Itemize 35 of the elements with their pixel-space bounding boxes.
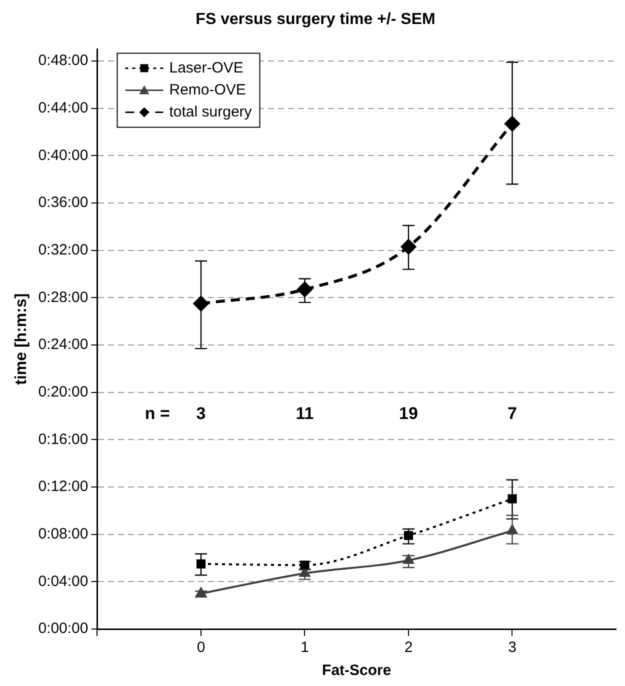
- legend-label: total surgery: [169, 103, 252, 120]
- x-tick-label: 2: [404, 639, 413, 656]
- y-tick-label: 0:12:00: [38, 478, 88, 496]
- y-tick-label: 0:04:00: [38, 572, 88, 590]
- y-tick-label: 0:20:00: [38, 383, 88, 400]
- x-tick-label: 3: [508, 639, 516, 656]
- annotation: 3: [196, 404, 206, 424]
- y-tick-label: 0:08:00: [38, 525, 88, 542]
- y-tick-label: 0:00:00: [38, 620, 88, 638]
- y-axis-title: time [h:m:s]: [13, 293, 30, 385]
- y-tick-label: 0:48:00: [38, 52, 88, 70]
- point: [401, 239, 416, 254]
- annotation: 19: [399, 404, 418, 424]
- y-tick-label: 0:40:00: [38, 146, 88, 164]
- x-axis-title: Fat-Score: [322, 662, 392, 680]
- x-tick-label: 1: [300, 639, 309, 656]
- y-tick-label: 0:32:00: [38, 241, 88, 258]
- y-tick-label: 0:16:00: [38, 430, 88, 448]
- point: [403, 554, 414, 564]
- y-tick-label: 0:44:00: [38, 100, 88, 117]
- point: [504, 116, 520, 132]
- legend-label: Remo-OVE: [169, 81, 246, 98]
- legend-label: Laser-OVE: [169, 59, 244, 76]
- annotation: 7: [508, 404, 517, 424]
- chart-title: FS versus surgery time +/- SEM: [196, 11, 436, 28]
- point: [404, 530, 414, 540]
- point: [196, 559, 206, 568]
- x-tick-label: 0: [196, 639, 206, 656]
- annotation: 11: [296, 404, 314, 424]
- annotation: n =: [144, 404, 170, 424]
- y-tick-label: 0:36:00: [38, 194, 88, 212]
- y-tick-label: 0:28:00: [38, 288, 88, 306]
- point: [508, 494, 517, 504]
- y-tick-label: 0:24:00: [38, 336, 88, 354]
- point: [193, 296, 208, 312]
